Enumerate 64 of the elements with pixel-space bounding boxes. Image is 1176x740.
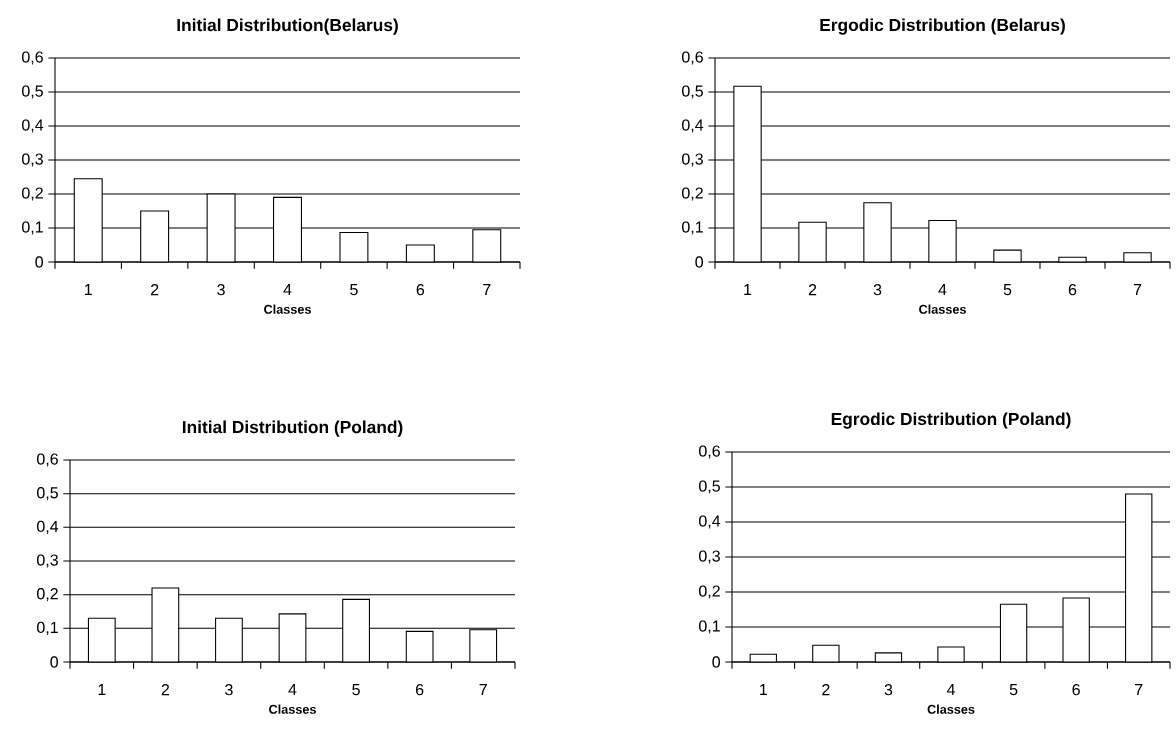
y-tick-label: 0,6 bbox=[22, 51, 43, 65]
x-tick-label: 5 bbox=[350, 284, 358, 296]
x-tick-label: 7 bbox=[483, 284, 491, 296]
x-tick-label: 2 bbox=[822, 684, 830, 696]
y-tick-label: 0,2 bbox=[37, 588, 58, 602]
y-tick-label: 0,5 bbox=[682, 85, 703, 99]
x-axis-title: Classes bbox=[919, 304, 966, 314]
y-tick-label: 0,1 bbox=[37, 621, 58, 635]
chart-title: Initial Distribution (Poland) bbox=[182, 420, 403, 437]
y-tick-label: 0,4 bbox=[699, 515, 721, 529]
x-tick-label: 1 bbox=[84, 284, 92, 296]
x-tick-label: 4 bbox=[283, 284, 292, 296]
x-tick-label: 6 bbox=[1072, 684, 1080, 696]
y-tick-label: 0,6 bbox=[682, 51, 703, 65]
x-tick-label: 1 bbox=[760, 684, 767, 696]
x-tick-label: 5 bbox=[352, 684, 360, 696]
chart-title: Initial Distribution(Belarus) bbox=[177, 18, 398, 35]
x-tick-label: 2 bbox=[150, 284, 159, 296]
x-tick-label: 2 bbox=[161, 684, 170, 696]
y-tick-label: 0,1 bbox=[682, 221, 703, 235]
y-tick-label: 0,5 bbox=[37, 487, 58, 501]
y-tick-label: 0 bbox=[712, 656, 721, 668]
x-tick-label: 5 bbox=[1009, 684, 1018, 696]
y-tick-label: 0,4 bbox=[37, 520, 59, 534]
x-axis-title: Classes bbox=[927, 704, 975, 714]
x-tick-label: 7 bbox=[1135, 684, 1143, 696]
y-tick-label: 0,3 bbox=[699, 550, 720, 564]
y-tick-label: 0,4 bbox=[22, 119, 44, 133]
x-tick-label: 2 bbox=[808, 284, 817, 296]
chart-title: Ergodic Distribution (Belarus) bbox=[820, 18, 1065, 35]
x-tick-label: 7 bbox=[1133, 284, 1142, 296]
y-tick-label: 0 bbox=[695, 256, 704, 268]
x-tick-label: 5 bbox=[1003, 284, 1012, 296]
x-tick-label: 6 bbox=[1068, 284, 1077, 296]
x-axis-title: Classes bbox=[269, 704, 316, 714]
y-tick-label: 0,5 bbox=[22, 85, 43, 99]
y-tick-label: 0,3 bbox=[37, 554, 58, 568]
x-tick-label: 4 bbox=[946, 684, 955, 696]
x-tick-label: 3 bbox=[873, 284, 882, 296]
x-tick-label: 6 bbox=[416, 684, 424, 696]
x-tick-label: 1 bbox=[98, 684, 106, 696]
x-tick-label: 4 bbox=[938, 284, 947, 296]
x-tick-label: 3 bbox=[225, 684, 233, 696]
y-tick-label: 0,6 bbox=[699, 445, 720, 459]
y-tick-label: 0 bbox=[35, 256, 44, 268]
chart-title: Egrodic Distribution (Poland) bbox=[831, 412, 1071, 429]
y-tick-label: 0,4 bbox=[682, 119, 704, 133]
y-tick-label: 0,5 bbox=[699, 480, 720, 494]
y-tick-label: 0,1 bbox=[699, 620, 720, 634]
y-tick-label: 0,3 bbox=[22, 153, 43, 167]
x-tick-label: 3 bbox=[217, 284, 225, 296]
y-tick-label: 0,2 bbox=[699, 585, 720, 599]
x-tick-label: 6 bbox=[416, 284, 425, 296]
y-tick-label: 0,1 bbox=[22, 221, 43, 235]
y-tick-label: 0,2 bbox=[22, 187, 43, 201]
x-tick-label: 7 bbox=[479, 684, 487, 696]
x-tick-label: 1 bbox=[744, 284, 752, 296]
y-tick-label: 0,2 bbox=[682, 187, 703, 201]
x-axis-title: Classes bbox=[264, 304, 311, 314]
x-tick-label: 4 bbox=[288, 684, 297, 696]
x-tick-label: 3 bbox=[884, 684, 893, 696]
y-tick-label: 0,6 bbox=[37, 453, 58, 467]
y-tick-label: 0 bbox=[50, 656, 59, 668]
y-tick-label: 0,3 bbox=[682, 153, 703, 167]
